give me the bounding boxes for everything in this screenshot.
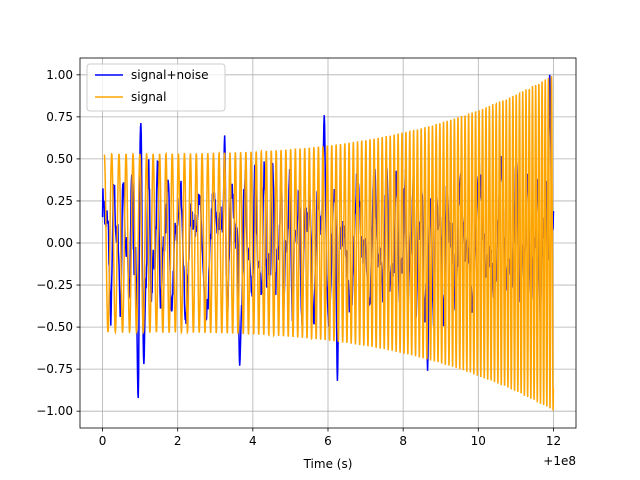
x-tick-label: 6 bbox=[324, 434, 332, 448]
y-tick-label: 0.25 bbox=[46, 194, 73, 208]
x-tick-label: 8 bbox=[399, 434, 407, 448]
legend: signal+noise signal bbox=[86, 63, 226, 112]
x-axis: 0 2 4 6 8 10 12 bbox=[99, 428, 561, 448]
x-axis-offset-label: +1e8 bbox=[543, 454, 576, 468]
x-tick-label: 10 bbox=[471, 434, 486, 448]
y-tick-label: 0.50 bbox=[46, 152, 73, 166]
legend-label-signal: signal bbox=[131, 90, 167, 104]
plot-area bbox=[101, 74, 555, 411]
x-axis-label: Time (s) bbox=[303, 457, 353, 471]
legend-label-signal-noise: signal+noise bbox=[131, 68, 208, 82]
x-tick-label: 12 bbox=[546, 434, 561, 448]
y-tick-label: 0.00 bbox=[46, 236, 73, 250]
series-signal-line bbox=[103, 76, 555, 411]
y-tick-label: −0.25 bbox=[36, 278, 73, 292]
x-tick-label: 2 bbox=[174, 434, 182, 448]
y-tick-label: 1.00 bbox=[46, 68, 73, 82]
y-tick-label: −0.50 bbox=[36, 320, 73, 334]
y-axis: −1.00 −0.75 −0.50 −0.25 0.00 0.25 0.50 0.75 1.00 bbox=[36, 68, 80, 418]
x-tick-label: 4 bbox=[249, 434, 257, 448]
x-tick-label: 0 bbox=[99, 434, 107, 448]
y-tick-label: −1.00 bbox=[36, 404, 73, 418]
y-tick-label: −0.75 bbox=[36, 362, 73, 376]
y-tick-label: 0.75 bbox=[46, 110, 73, 124]
